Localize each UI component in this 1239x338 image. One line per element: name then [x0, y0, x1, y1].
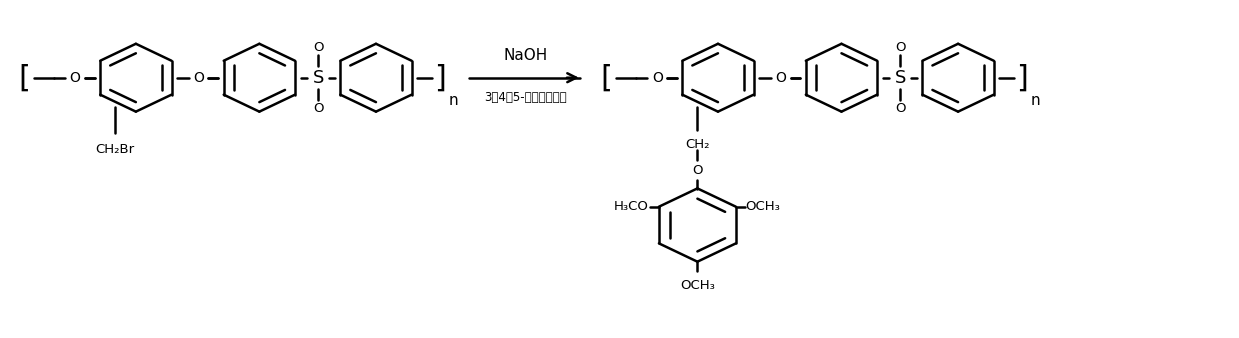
- Text: CH₂: CH₂: [685, 138, 710, 151]
- Text: O: O: [693, 164, 703, 177]
- Text: OCH₃: OCH₃: [746, 200, 781, 213]
- Text: 3，4，5-三甲氧基苯酚: 3，4，5-三甲氧基苯酚: [484, 91, 566, 104]
- Text: O: O: [313, 41, 323, 53]
- Text: O: O: [776, 71, 787, 85]
- Text: O: O: [313, 102, 323, 115]
- Text: O: O: [193, 71, 204, 85]
- Text: n: n: [449, 93, 458, 108]
- Text: S: S: [312, 69, 323, 87]
- Text: CH₂Br: CH₂Br: [95, 143, 135, 155]
- Text: OCH₃: OCH₃: [680, 280, 715, 292]
- Text: NaOH: NaOH: [503, 48, 548, 64]
- Text: O: O: [895, 102, 906, 115]
- Text: S: S: [895, 69, 906, 87]
- Text: [: [: [601, 63, 612, 92]
- Text: O: O: [69, 71, 81, 85]
- Text: ]: ]: [1016, 63, 1027, 92]
- Text: ]: ]: [434, 63, 446, 92]
- Text: [: [: [19, 63, 30, 92]
- Text: H₃CO: H₃CO: [615, 200, 649, 213]
- Text: O: O: [652, 71, 663, 85]
- Text: n: n: [1031, 93, 1041, 108]
- Text: O: O: [895, 41, 906, 53]
